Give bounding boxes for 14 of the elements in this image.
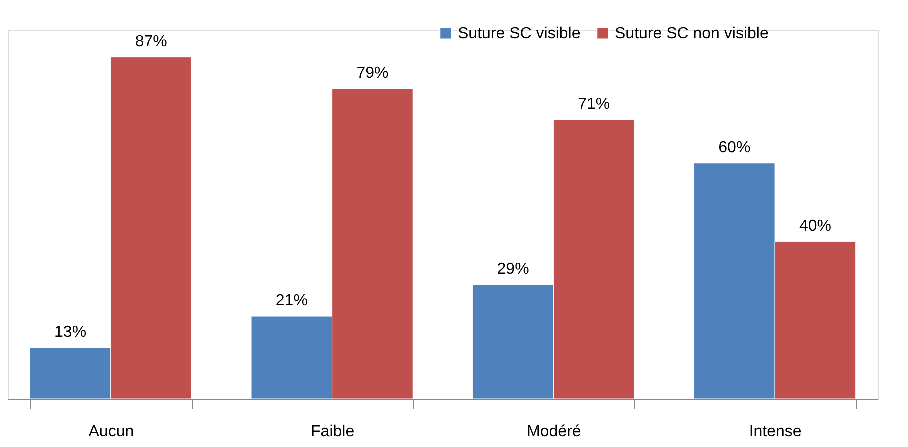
data-label: 87% [135,33,168,50]
data-label: 71% [578,96,610,114]
x-tick-label: Modéré [527,424,582,440]
x-tick-label: Intense [749,424,802,440]
data-label: 79% [356,64,389,82]
x-tick-label: Aucun [88,424,134,440]
data-label: 29% [497,261,530,278]
data-label: 21% [276,292,308,310]
legend-label: Suture SC visible [458,25,581,42]
data-label: 60% [718,139,751,156]
data-label: 40% [799,218,832,235]
legend-label: Suture SC non visible [615,25,769,42]
x-tick-label: Faible [311,424,355,440]
data-label: 13% [54,324,87,341]
